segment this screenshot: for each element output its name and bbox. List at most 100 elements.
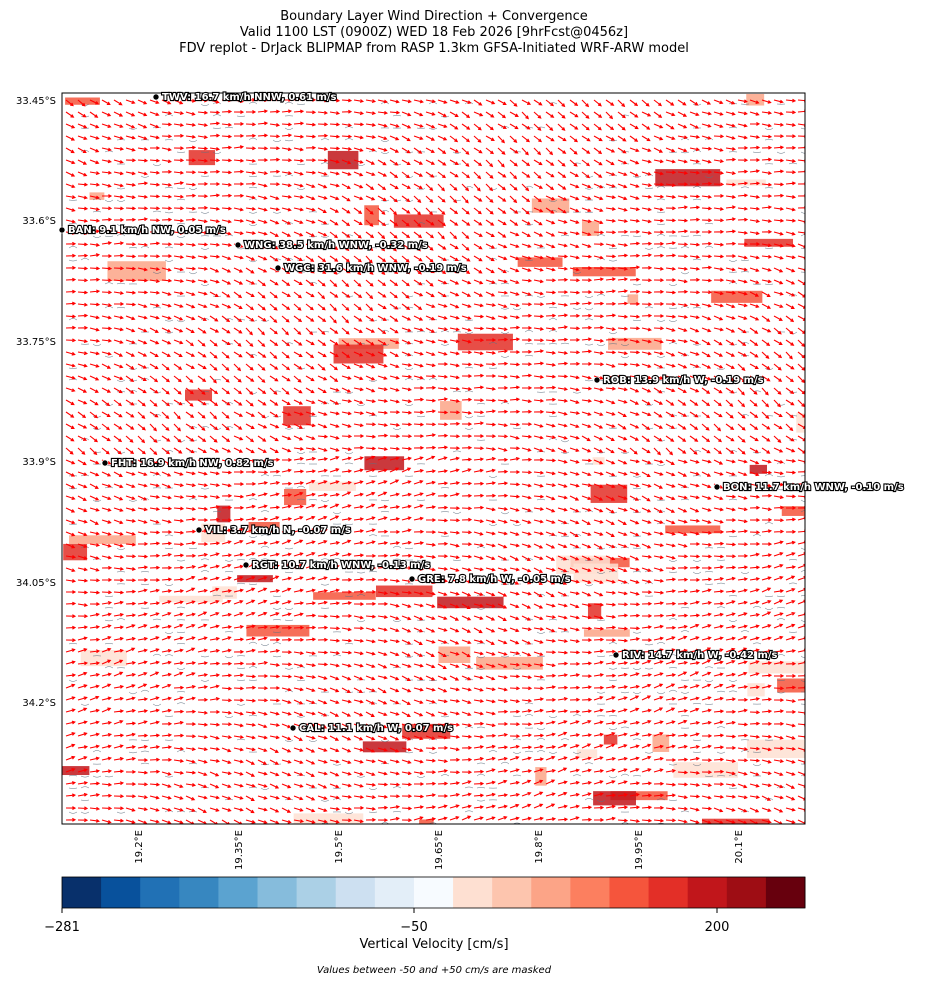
convergence-patch: [188, 150, 216, 166]
colorbar-frame: [61, 876, 806, 909]
x-tick-label: 19.35°E: [234, 830, 245, 870]
convergence-patch: [610, 791, 668, 801]
convergence-patch: [603, 734, 618, 745]
convergence-patch: [248, 521, 280, 533]
convergence-patch: [246, 624, 310, 637]
convergence-patch: [665, 525, 721, 534]
convergence-patch: [309, 481, 356, 491]
convergence-patch: [457, 333, 513, 351]
convergence-patch: [711, 290, 763, 303]
x-tick-label: 19.95°E: [634, 830, 645, 870]
convergence-patch: [438, 646, 471, 663]
convergence-patch: [440, 401, 462, 420]
colorbar-swatch: [648, 877, 689, 908]
convergence-patch: [293, 813, 364, 824]
convergence-patch: [576, 749, 598, 759]
colorbar-tick-label: −281: [44, 920, 80, 935]
convergence-patch: [107, 261, 166, 281]
convergence-patch: [69, 535, 136, 544]
x-tick-label: 19.8°E: [534, 830, 545, 864]
convergence-patch: [237, 575, 273, 583]
convergence-patch: [80, 650, 127, 667]
colorbar-swatch: [609, 877, 650, 908]
map-field: [62, 93, 805, 824]
convergence-patch: [283, 406, 311, 426]
convergence-patch: [701, 818, 770, 824]
convergence-patch: [159, 595, 223, 603]
convergence-patch: [583, 629, 630, 637]
title-line: FDV replot - DrJack BLIPMAP from RASP 1.…: [179, 41, 689, 56]
station-label: RGT: 10.7 km/h WNW, -0.13 m/s: [252, 560, 430, 571]
convergence-patch: [655, 169, 721, 187]
convergence-patch: [517, 257, 563, 267]
colorbar-swatch: [453, 877, 493, 908]
x-tick-label: 20.1°E: [734, 830, 745, 864]
convergence-patch: [284, 488, 307, 506]
convergence-patch: [781, 506, 805, 516]
wind-arrows: [65, 97, 805, 824]
station-label: BON: 11.7 km/h WNW, -0.10 m/s: [723, 482, 904, 493]
convergence-patch: [572, 267, 636, 277]
footnote: Values between -50 and +50 cm/s are mask…: [317, 965, 552, 976]
convergence-patch: [749, 464, 768, 474]
title-block: Boundary Layer Wind Direction + Converge…: [179, 9, 689, 56]
convergence-patch: [65, 97, 100, 105]
station-dot: [289, 724, 297, 732]
convergence-patch: [592, 457, 605, 465]
colorbar-swatch: [374, 877, 415, 908]
station-dot: [408, 575, 416, 583]
colorbar-swatch: [140, 877, 180, 908]
station-dot: [101, 459, 109, 467]
colorbar-label: Vertical Velocity [cm/s]: [359, 937, 508, 952]
station-dot: [274, 264, 282, 272]
station-dot: [713, 483, 721, 491]
station-dot: [242, 561, 250, 569]
colorbar-swatch: [726, 877, 767, 908]
colorbar-tick-label: 200: [705, 920, 730, 935]
station-dot: [593, 376, 601, 384]
y-tick-label: 33.45°S: [16, 96, 56, 107]
colorbar-swatch: [257, 877, 298, 908]
station-label: VIL: 3.7 km/h N, -0.07 m/s: [205, 525, 351, 536]
convergence-patch: [587, 603, 602, 619]
colorbar-swatch: [335, 877, 376, 908]
title-line: Boundary Layer Wind Direction + Converge…: [280, 9, 588, 24]
colorbar-swatch: [296, 877, 337, 908]
station-label: FHT: 16.9 km/h NW, 0.82 m/s: [111, 458, 274, 469]
convergence-patch: [593, 791, 636, 806]
colorbar-swatch: [62, 877, 102, 908]
y-tick-label: 33.9°S: [22, 457, 56, 468]
convergence-patch: [313, 592, 376, 600]
convergence-patch: [201, 523, 226, 543]
title-line: Valid 1100 LST (0900Z) WED 18 Feb 2026 […: [240, 25, 628, 40]
convergence-patch: [375, 585, 433, 598]
station-label: CAL: 11.1 km/h W, 0.07 m/s: [299, 723, 453, 734]
colorbar-swatch: [101, 877, 141, 908]
y-tick-label: 34.05°S: [16, 578, 56, 589]
convergence-patch: [746, 739, 805, 759]
colorbar-swatch: [570, 877, 610, 908]
colorbar: −281 −50 200 Vertical Velocity [cm/s] Values…: [44, 876, 806, 976]
station-label: GRE: 7.8 km/h W, -0.05 m/s: [418, 574, 571, 585]
station-label: WNG: 38.5 km/h WNW, -0.32 m/s: [244, 240, 428, 251]
convergence-patch: [476, 656, 543, 670]
colorbar-swatch: [765, 877, 806, 908]
colorbar-swatch: [179, 877, 219, 908]
convergence-patch: [627, 294, 639, 304]
colorbar-swatch: [531, 877, 571, 908]
station-dot: [195, 526, 203, 534]
convergence-patch: [673, 762, 738, 778]
station-label: TWV: 16.7 km/h NNW, 0.61 m/s: [162, 92, 337, 103]
colorbar-tick-label: −50: [400, 920, 427, 935]
colorbar-swatch: [218, 877, 259, 908]
convergence-patch: [364, 456, 405, 471]
station-label: RIV: 14.7 km/h W, -0.42 m/s: [622, 650, 778, 661]
x-tick-label: 19.65°E: [434, 830, 445, 870]
x-tick-label: 19.5°E: [334, 830, 345, 864]
convergence-patch: [652, 734, 670, 752]
y-tick-label: 34.2°S: [22, 698, 56, 709]
convergence-patch: [744, 238, 794, 247]
convergence-patch: [402, 723, 451, 739]
